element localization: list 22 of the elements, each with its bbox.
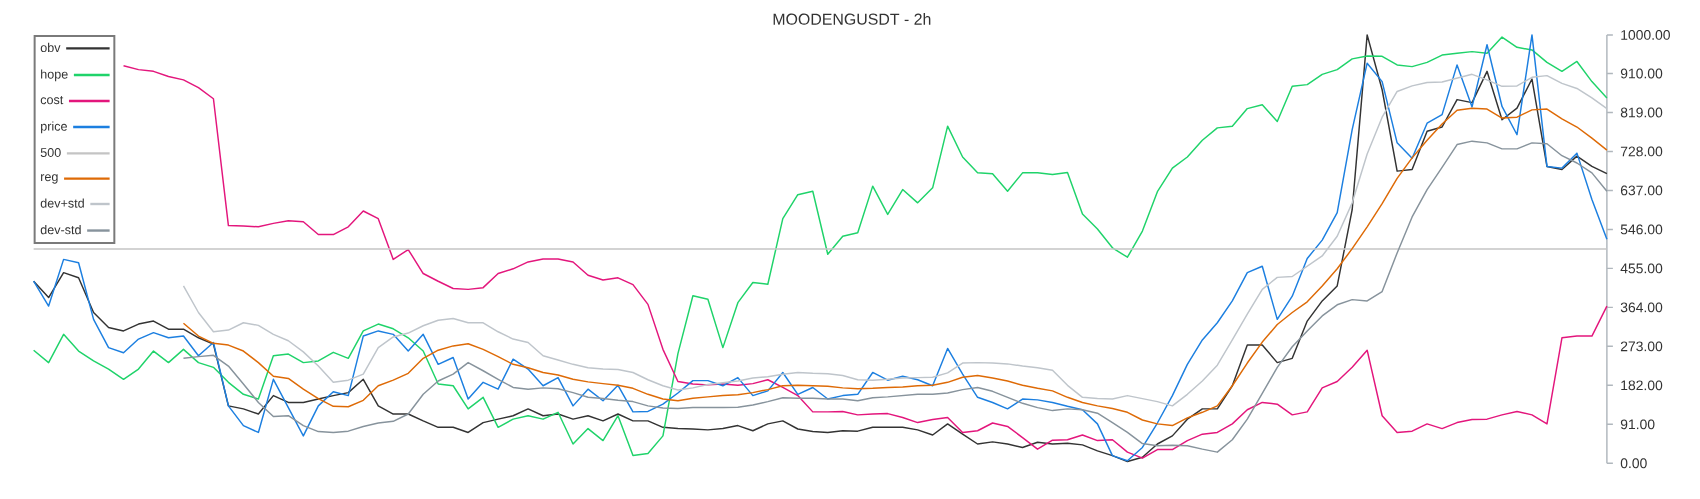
chart-title: MOODENGUSDT - 2h [773,13,931,25]
legend-label: 500 [40,148,61,157]
legend-label: hope [41,69,68,82]
y-tick-label: 910.00 [1620,68,1663,79]
y-tick-label: 728.00 [1620,146,1663,157]
legend-label: dev+std [40,198,84,208]
legend-label: obv [40,42,61,53]
y-tick-label: 819.00 [1620,107,1663,118]
legend-label: price [41,121,67,134]
y-tick-label: 1000.00 [1621,30,1670,40]
y-tick-label: 182.00 [1621,380,1663,391]
y-tick-label: 637.00 [1620,185,1663,196]
line-series [182,107,1608,427]
y-tick-label: 91.00 [1620,419,1655,430]
y-tick-label: 455.00 [1620,263,1663,274]
legend-label: dev-std [40,225,81,235]
y-tick-label: 0.00 [1620,458,1647,469]
legend-label: reg [41,174,58,184]
y-tick-label: 546.00 [1620,224,1663,235]
y-tick-label: 273.00 [1620,341,1663,352]
legend-label: cost [40,95,64,105]
y-tick-label: 364.00 [1620,302,1663,313]
